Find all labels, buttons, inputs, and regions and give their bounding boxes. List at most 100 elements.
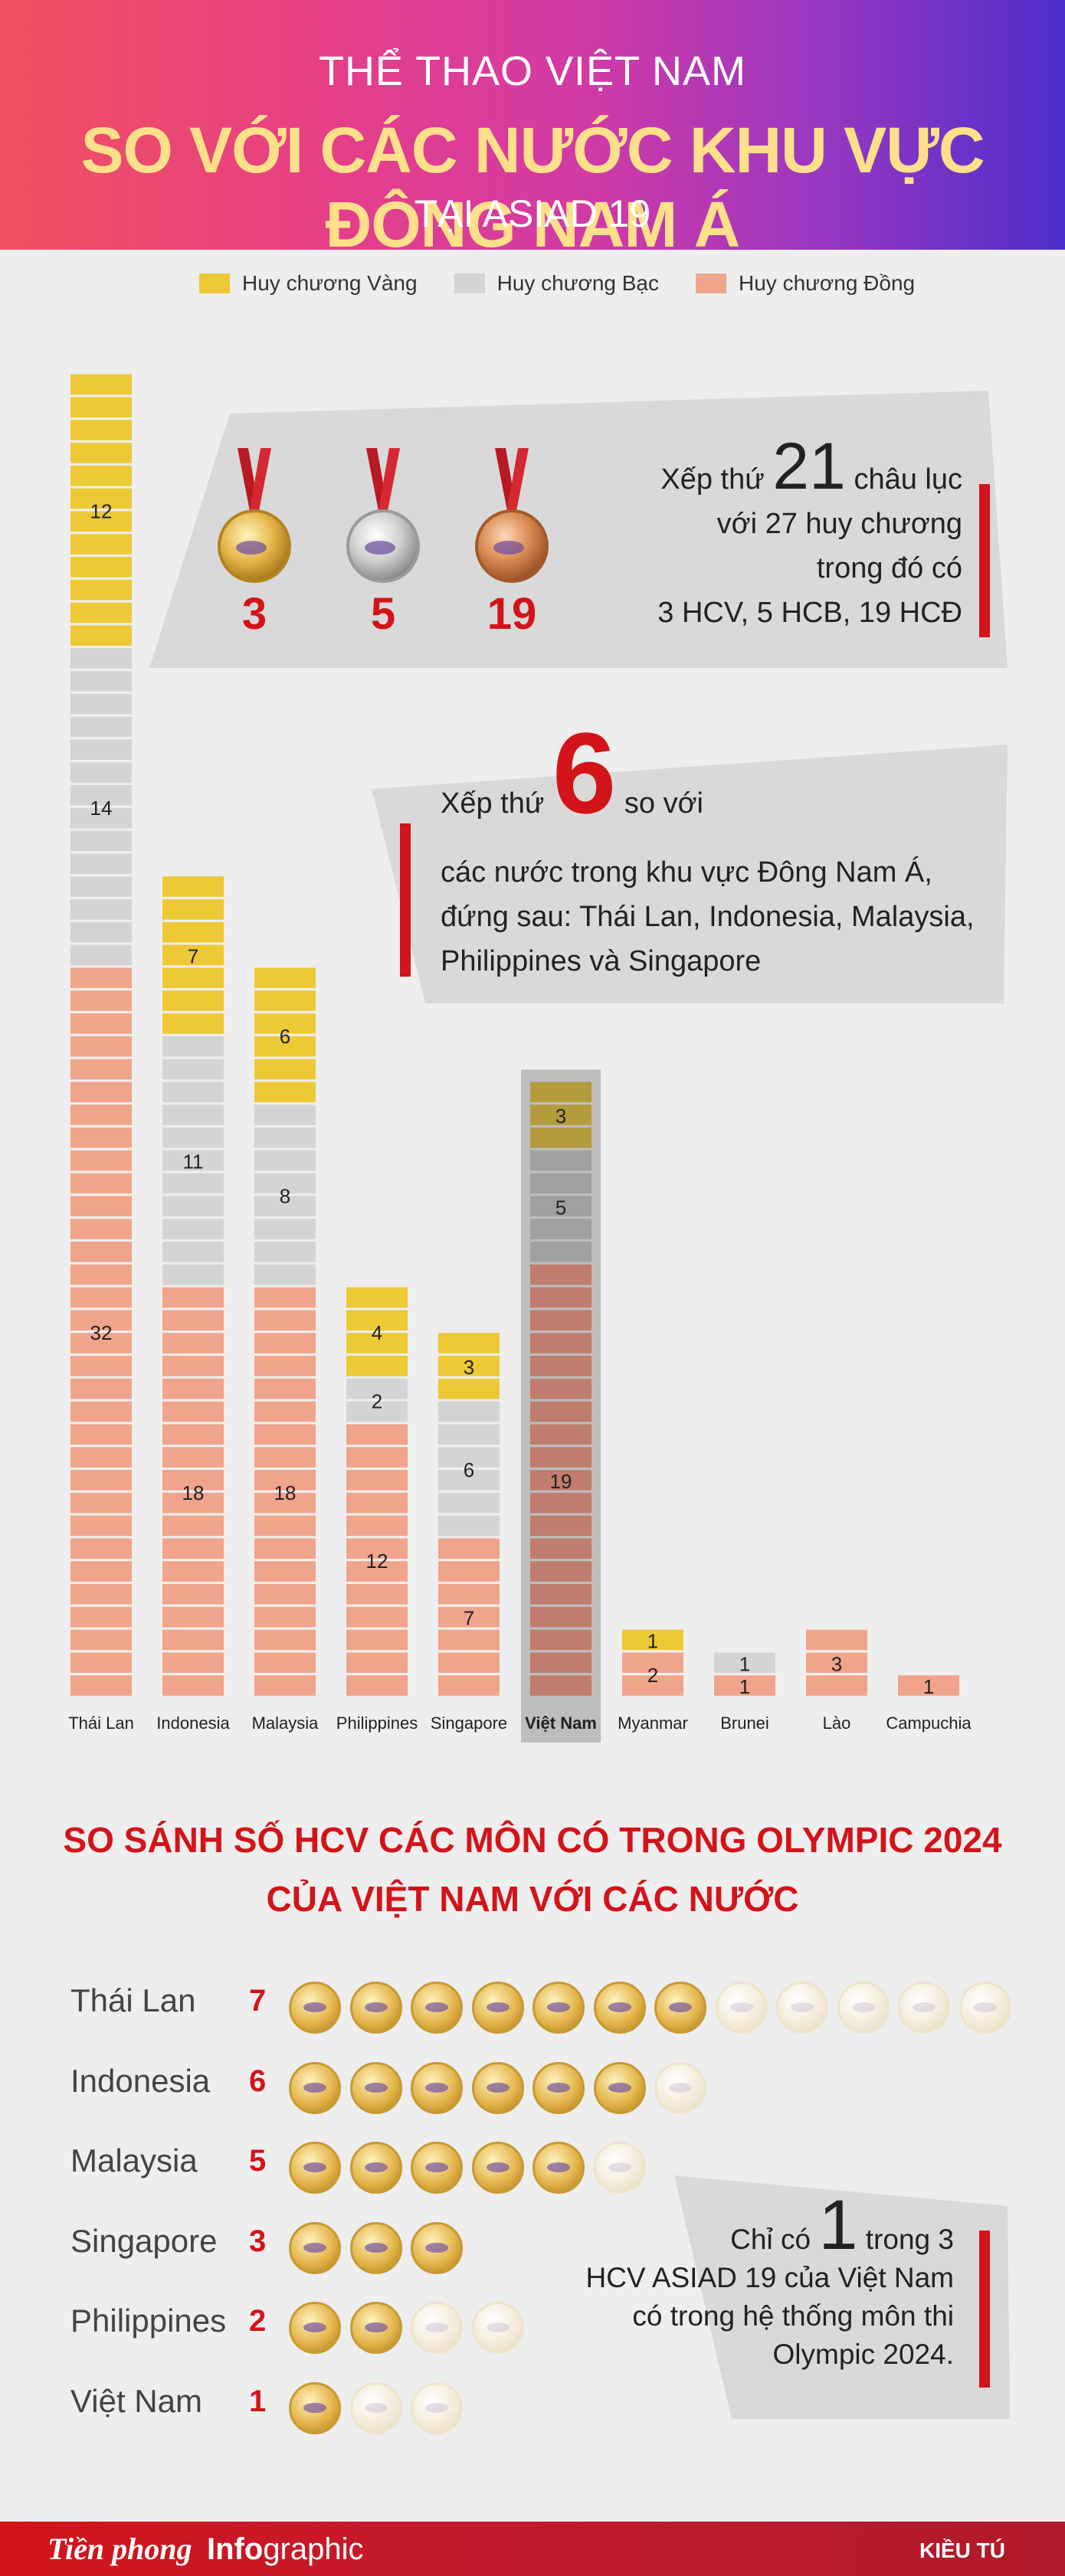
bar-segment-bronze — [346, 1584, 408, 1605]
bar-segment-silver — [346, 1378, 408, 1399]
sea-rank-prefix: Xếp thứ — [441, 787, 545, 820]
medal-emblem — [608, 2162, 631, 2172]
olympic-gold-medal-icon — [289, 2221, 341, 2274]
bar-segment-bronze — [70, 1629, 132, 1651]
medal-emblem — [486, 2322, 510, 2332]
bar-segment-bronze — [70, 1082, 132, 1102]
bar-segment-bronze — [346, 1492, 408, 1514]
olympic-note-prefix: Chỉ có — [730, 2224, 811, 2255]
bar-segment-bronze — [162, 1378, 224, 1399]
medal-emblem — [303, 2242, 326, 2253]
data-label-silver: 5 — [555, 1196, 566, 1219]
bar-segment-bronze — [162, 1310, 224, 1331]
bar-segment-bronze — [70, 1470, 132, 1491]
legend-label-silver: Huy chương Bạc — [496, 271, 659, 295]
medal-emblem — [303, 2322, 326, 2332]
bar-segment-gold — [254, 1036, 316, 1057]
bar-segment-silver — [162, 1264, 224, 1285]
data-label-gold: 3 — [464, 1356, 474, 1379]
non-olympic-gold-medal-icon — [958, 1982, 1011, 2034]
olympic-country: Thái Lan — [70, 1982, 196, 2018]
data-label-silver: 8 — [280, 1184, 290, 1207]
olympic-gold-count: 6 — [249, 2064, 267, 2098]
bar-segment-gold — [162, 876, 224, 897]
bar-segment-bronze — [438, 1538, 500, 1559]
bar-segment-gold — [346, 1333, 408, 1353]
medal-emblem — [364, 2242, 388, 2253]
bar-segment-bronze — [438, 1606, 500, 1628]
bar-segment-gold — [254, 1082, 316, 1102]
bar-segment-bronze — [254, 1356, 316, 1376]
bar-segment-gold — [530, 1082, 591, 1102]
bar-segment-bronze — [70, 1378, 132, 1399]
gold-medal-icon — [218, 448, 291, 583]
bar-segment-silver — [254, 1150, 316, 1171]
bar-segment-gold — [162, 990, 224, 1011]
legend-swatch-bronze — [696, 273, 726, 293]
bar-segment-bronze — [162, 1652, 224, 1673]
sea-rank-line: Xếp thứ 6 so với — [441, 715, 1008, 850]
bar-segment-bronze — [254, 1538, 316, 1559]
bar-segment-bronze — [530, 1378, 591, 1399]
bar-segment-silver — [254, 1264, 316, 1285]
bar-segment-gold — [162, 944, 224, 966]
bar-segment-silver — [70, 830, 132, 852]
bar-segment-bronze — [162, 1470, 224, 1491]
bar-segment-silver — [162, 1219, 224, 1239]
bar-segment-gold — [70, 625, 132, 646]
medals-group — [218, 448, 549, 583]
medal-emblem — [791, 2002, 814, 2012]
medal-emblem — [547, 2082, 570, 2093]
author-credit: KIỀU TÚ — [919, 2538, 1005, 2562]
olympic-gold-count: 1 — [249, 2384, 267, 2418]
sea-rank-suffix: so với — [624, 787, 703, 820]
olympic-gold-medal-icon — [349, 2302, 402, 2354]
bar-segment-bronze — [70, 1036, 132, 1057]
bar-segment-bronze — [254, 1333, 316, 1353]
medal-emblem — [425, 2162, 448, 2172]
data-label-silver: 2 — [372, 1390, 382, 1413]
silver-count: 5 — [370, 589, 396, 639]
bar-segment-gold — [254, 990, 316, 1011]
bar-segment-silver — [438, 1424, 500, 1445]
bar-segment-silver — [70, 762, 132, 783]
category-label: Việt Nam — [525, 1714, 597, 1733]
sea-rank-accent-bar — [400, 823, 411, 977]
bar-segment-silver — [70, 921, 132, 943]
bar-segment-bronze — [346, 1561, 408, 1582]
bar-segment-bronze — [714, 1675, 775, 1696]
bar-segment-bronze — [530, 1401, 591, 1422]
olympic-note-panel — [674, 2175, 1010, 2419]
bar-segment-bronze — [254, 1401, 316, 1422]
olympic-gold-medal-icon — [471, 2142, 524, 2194]
bar-segment-bronze — [806, 1675, 867, 1696]
bar-segment-bronze — [70, 1150, 132, 1171]
medal-emblem — [364, 2322, 388, 2332]
medal-emblem — [486, 2002, 510, 2012]
bar-segment-gold — [530, 1128, 591, 1148]
olympic-gold-medal-icon — [289, 2381, 341, 2434]
medal-emblem — [425, 2002, 448, 2012]
bar-segment-silver — [162, 1082, 224, 1102]
data-label-silver: 1 — [739, 1652, 750, 1675]
medal-emblem — [364, 2402, 388, 2413]
bar-segment-silver — [162, 1128, 224, 1148]
bar-segment-gold — [70, 488, 132, 509]
bar-segment-gold — [70, 534, 132, 555]
header-banner: THỂ THAO VIỆT NAM SO VỚI CÁC NƯỚC KHU VỰ… — [0, 0, 1065, 260]
bar-segment-bronze — [70, 990, 132, 1011]
bar-segment-bronze — [346, 1470, 408, 1491]
bar-segment-gold — [622, 1629, 683, 1651]
non-olympic-gold-medal-icon — [654, 2061, 706, 2114]
olympic-gold-count: 5 — [249, 2144, 267, 2178]
bar-segment-bronze — [438, 1629, 500, 1651]
bar-segment-bronze — [346, 1629, 408, 1651]
bar-segment-bronze — [70, 1105, 132, 1125]
data-label-bronze: 19 — [550, 1470, 572, 1493]
bar-segment-bronze — [530, 1424, 591, 1445]
bar-segment-bronze — [530, 1264, 591, 1285]
bar-segment-gold — [346, 1356, 408, 1376]
bar-segment-bronze — [530, 1606, 591, 1628]
data-label-gold: 6 — [280, 1025, 290, 1048]
